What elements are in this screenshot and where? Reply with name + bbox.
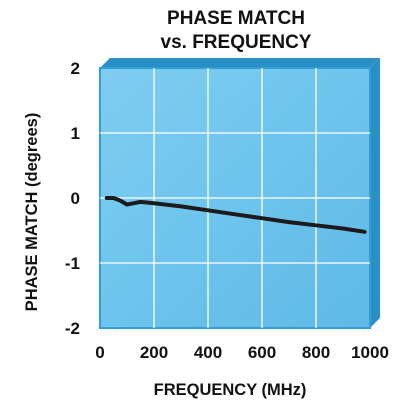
x-tick-label-3: 600 <box>248 343 276 362</box>
chart-title-line-2: vs. FREQUENCY <box>161 32 312 53</box>
y-tick-label-2: 0 <box>71 189 80 208</box>
y-tick-label-0: 2 <box>71 59 80 78</box>
grid <box>100 68 370 328</box>
plot-frame-right <box>370 58 380 328</box>
x-axis-label: FREQUENCY (MHz) <box>154 381 307 399</box>
x-tick-label-2: 400 <box>194 343 222 362</box>
x-tick-label-1: 200 <box>140 343 168 362</box>
series-layer <box>104 196 367 234</box>
x-tick-label-5: 1000 <box>351 343 389 362</box>
series-line-0 <box>104 196 367 234</box>
y-tick-label-1: 1 <box>71 124 80 143</box>
x-tick-label-0: 0 <box>95 343 104 362</box>
tick-labels: 0 200 400 600 800 1000 2 1 0 -1 -2 <box>65 59 389 362</box>
y-tick-label-3: -1 <box>65 254 80 273</box>
chart-title-line-1: PHASE MATCH <box>167 8 305 29</box>
plot-frame-top <box>100 58 380 68</box>
x-tick-label-4: 800 <box>302 343 330 362</box>
y-tick-label-4: -2 <box>65 319 80 338</box>
y-axis-label: PHASE MATCH (degrees) <box>23 113 41 312</box>
